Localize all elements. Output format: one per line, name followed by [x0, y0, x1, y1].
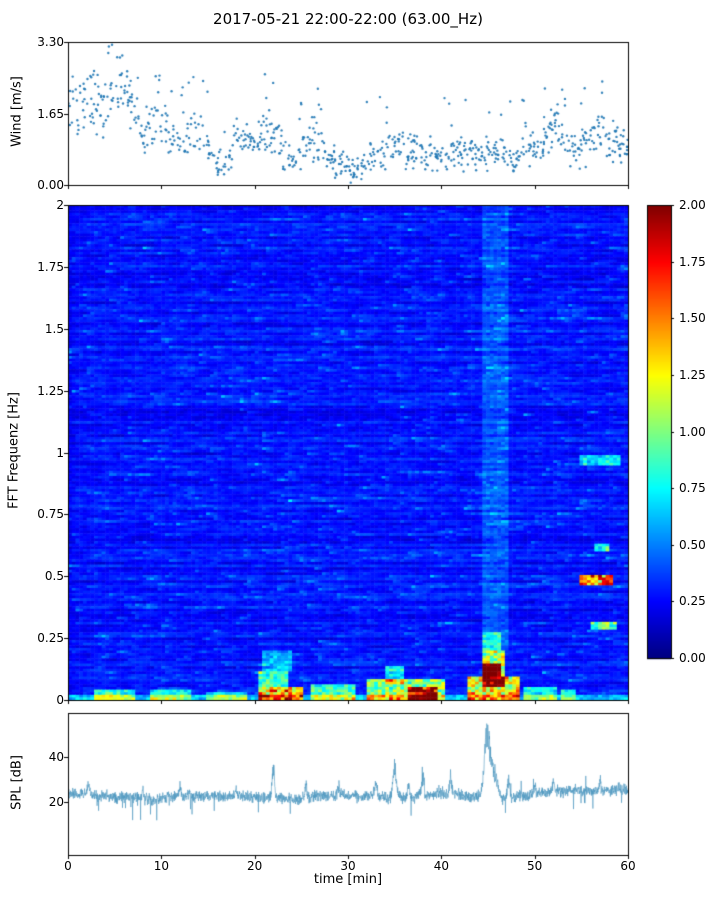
x-tick-label: 20 [247, 859, 263, 873]
spl-ytick-label: 40 [48, 750, 64, 765]
figure-title: 2017-05-21 22:00-22:00 (63.00_Hz) [213, 10, 483, 28]
colorbar-tick-label: 1.25 [679, 367, 706, 382]
colorbar-tick-label: 2.00 [679, 198, 706, 212]
colorbar-tick-label: 0.00 [679, 651, 706, 665]
colorbar-tick-label: 0.50 [679, 537, 706, 552]
spectrogram-ytick-label: 0.25 [37, 631, 64, 646]
spectrogram-ytick-label: 1 [56, 445, 64, 460]
x-tick-label: 40 [433, 859, 449, 873]
spectrogram-ytick-label: 2 [56, 198, 64, 212]
spectrogram-ytick-label: 0.75 [37, 507, 64, 522]
colorbar-tick-label: 1.75 [679, 254, 706, 269]
colorbar-tick-label: 1.50 [679, 311, 706, 326]
colorbar-tick-label: 0.25 [679, 594, 706, 609]
spectrogram-ytick-label: 1.75 [37, 259, 64, 274]
x-tick-label: 0 [64, 859, 72, 873]
spl-ytick-label: 20 [48, 794, 64, 809]
x-tick-label: 50 [527, 859, 543, 873]
colorbar-tick-label: 1.00 [679, 424, 706, 439]
spectrogram-ytick-label: 1.25 [37, 383, 64, 398]
colorbar-tick-label: 0.75 [679, 481, 706, 496]
wind-ytick-label: 3.30 [37, 35, 64, 49]
x-tick-label: 10 [153, 859, 169, 873]
spectrogram-ytick-label: 0 [56, 693, 64, 707]
spectrogram-ytick-label: 1.5 [44, 321, 64, 336]
wind-ytick-label: 1.65 [37, 106, 64, 121]
wind-ytick-label: 0.00 [37, 178, 64, 192]
x-axis-label: time [min] [313, 872, 383, 887]
spectrogram-ytick-label: 0.5 [44, 569, 64, 584]
x-tick-label: 60 [620, 859, 636, 873]
x-tick-label: 30 [340, 859, 356, 873]
